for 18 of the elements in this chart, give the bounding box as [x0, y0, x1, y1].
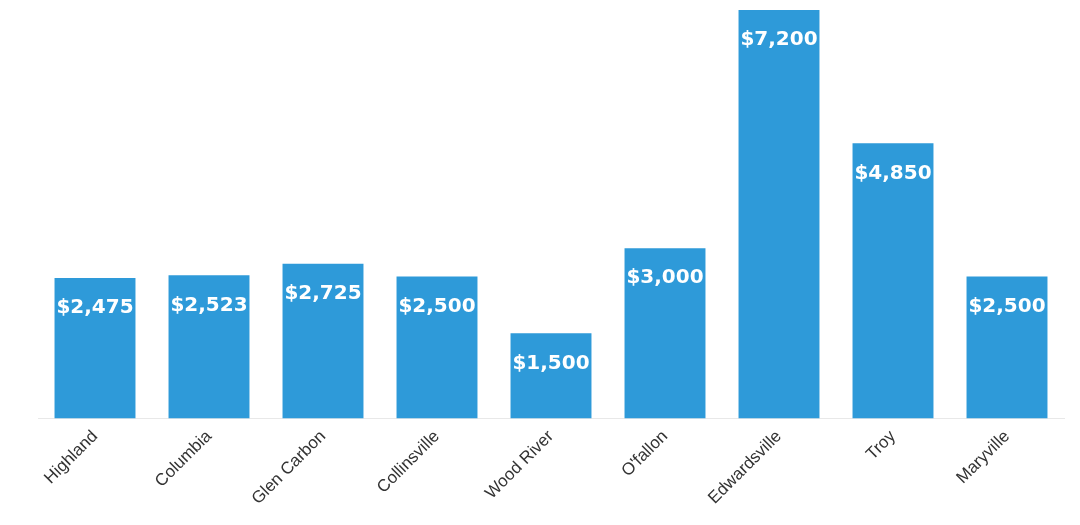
bar	[396, 276, 478, 419]
bar	[54, 278, 136, 419]
data-label: $1,500	[512, 349, 590, 374]
data-label: $2,500	[398, 292, 476, 317]
data-label: $2,475	[56, 294, 134, 319]
bar	[966, 276, 1048, 419]
data-label: $2,500	[968, 292, 1046, 317]
x-tick-label: Troy	[862, 425, 900, 464]
data-label: $7,200	[740, 26, 818, 51]
bar	[282, 263, 364, 419]
bar	[624, 248, 706, 419]
bar	[168, 275, 250, 419]
data-label: $4,850	[854, 159, 932, 184]
data-label: $3,000	[626, 264, 704, 289]
data-label: $2,523	[170, 291, 248, 316]
data-label: $2,725	[284, 280, 362, 305]
bar	[852, 143, 934, 419]
bar	[738, 10, 820, 419]
